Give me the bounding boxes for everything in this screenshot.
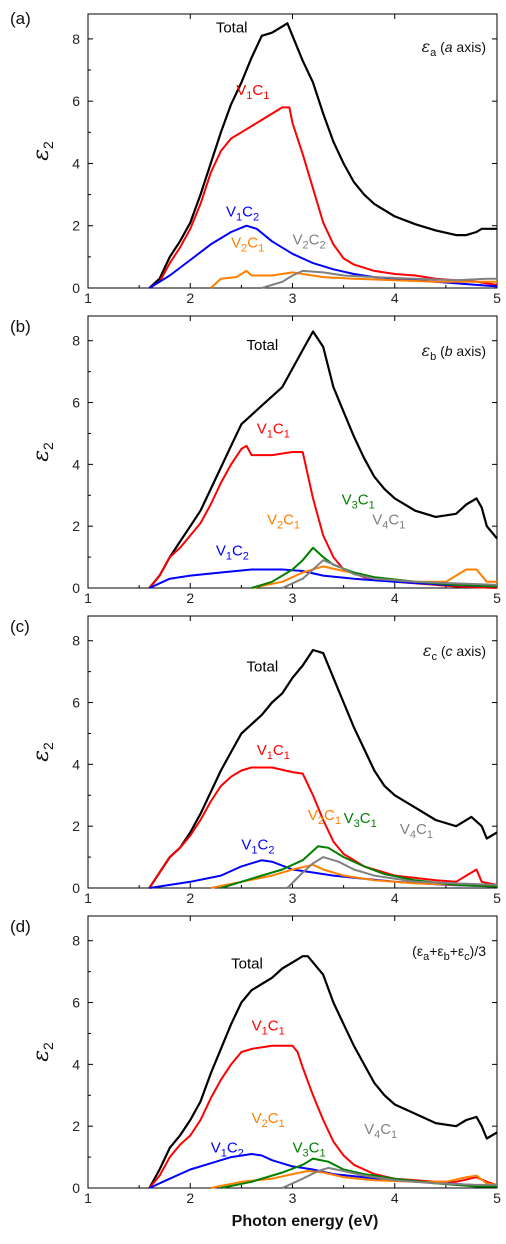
series-v3c1-line [251, 546, 498, 589]
series-total-line [148, 22, 497, 289]
series-v1c1-line [148, 766, 498, 889]
series-total-line [148, 648, 498, 889]
y-tick-label: 4 [72, 456, 80, 472]
y-tick-label: 6 [72, 93, 80, 109]
series-annotation: V3C1 [293, 1139, 326, 1159]
series-annotation: V1C2 [216, 543, 249, 563]
series-annotation: Total [246, 659, 278, 676]
x-tick-label: 3 [289, 590, 297, 606]
y-tick-label: 2 [72, 218, 80, 234]
series-v4c1-line [281, 559, 498, 589]
x-tick-label: 1 [84, 290, 92, 306]
y-tick-label: 4 [72, 155, 80, 171]
series-v1c2-line [148, 568, 498, 589]
y-axis-label: ε2 [29, 141, 56, 161]
y-tick-label: 8 [72, 633, 80, 649]
y-tick-label: 8 [72, 333, 80, 349]
series-annotation: Total [246, 337, 278, 354]
series-v4c1-line [286, 856, 498, 889]
panel-label: (a) [10, 9, 31, 28]
x-axis-label: Photon energy (eV) [232, 1213, 379, 1230]
x-tick-label: 4 [391, 590, 399, 606]
x-tick-label: 2 [186, 1190, 194, 1206]
panel-label: (d) [10, 917, 31, 936]
x-tick-label: 3 [289, 1190, 297, 1206]
panel-title: εa (a axis) [421, 37, 486, 59]
series-annotation: V4C1 [364, 1121, 397, 1141]
x-tick-label: 5 [493, 590, 501, 606]
y-axis-label: ε2 [29, 1042, 56, 1062]
panel-title: εc (c axis) [423, 641, 486, 663]
series-annotation: Total [231, 956, 263, 973]
series-annotation: V3C1 [342, 492, 375, 512]
x-tick-label: 1 [84, 890, 92, 906]
y-tick-label: 0 [72, 280, 80, 296]
panel-title: (εa+εb+εc)/3 [412, 943, 486, 963]
series-annotation: V1C1 [257, 742, 290, 762]
y-axis-label: ε2 [29, 742, 56, 762]
x-tick-label: 5 [493, 890, 501, 906]
series-v2c1-line [210, 1170, 498, 1189]
y-tick-label: 6 [72, 995, 80, 1011]
panel-title: εb (b axis) [421, 341, 486, 363]
series-v2c1-line [210, 863, 498, 889]
y-tick-label: 8 [72, 933, 80, 949]
y-tick-label: 6 [72, 395, 80, 411]
series-annotation: V3C1 [344, 810, 377, 830]
x-tick-label: 3 [289, 890, 297, 906]
x-tick-label: 2 [186, 290, 194, 306]
series-v2c2-line [261, 269, 497, 289]
series-annotation: V1C2 [211, 1139, 244, 1159]
series-annotation: V1C1 [257, 420, 290, 440]
panel-a: 1 2 3 4 5 0 2 4 6 8 (a) ε2 εa (a axis) Total V1C1 V1C2 V… [10, 9, 501, 306]
series-v4c1-line [281, 1166, 497, 1189]
series-annotation: V2C2 [293, 231, 326, 251]
series-annotation: Total [216, 20, 248, 37]
panel-label: (c) [10, 617, 30, 636]
y-tick-label: 0 [72, 880, 80, 896]
y-tick-label: 2 [72, 818, 80, 834]
x-tick-label: 2 [186, 890, 194, 906]
series-v1c1-line [148, 1044, 498, 1189]
y-tick-label: 6 [72, 695, 80, 711]
series-total-line [148, 330, 498, 589]
series-annotation: V4C1 [400, 821, 433, 841]
x-tick-label: 4 [391, 290, 399, 306]
y-tick-label: 0 [72, 1180, 80, 1196]
series-annotation: V2C1 [267, 512, 300, 532]
series-annotation: V1C1 [236, 82, 269, 102]
x-tick-label: 4 [391, 890, 399, 906]
y-tick-label: 2 [72, 518, 80, 534]
series-annotation: V2C1 [231, 235, 264, 255]
series-v1c1-line [148, 106, 498, 289]
y-axis-label: ε2 [29, 442, 56, 462]
series-annotation: V4C1 [372, 512, 405, 532]
y-tick-label: 2 [72, 1118, 80, 1134]
x-tick-label: 3 [289, 290, 297, 306]
x-tick-label: 4 [391, 1190, 399, 1206]
y-tick-label: 0 [72, 580, 80, 596]
series-total-line [148, 955, 498, 1189]
x-tick-label: 5 [493, 1190, 501, 1206]
y-tick-label: 8 [72, 31, 80, 47]
x-tick-label: 5 [493, 290, 501, 306]
series-annotation: V1C2 [241, 836, 274, 856]
y-tick-label: 4 [72, 1056, 80, 1072]
series-annotation: V1C1 [252, 1017, 285, 1037]
y-tick-label: 4 [72, 756, 80, 772]
series-annotation: V2C1 [308, 807, 341, 827]
x-tick-label: 2 [186, 590, 194, 606]
x-tick-label: 1 [84, 590, 92, 606]
panel-d: 1 2 3 4 5 0 2 4 6 8 (d) ε2 (εa+εb+εc)/3 Total V1C1 V2C1… [10, 915, 501, 1206]
series-annotation: V2C1 [252, 1110, 285, 1130]
x-tick-label: 1 [84, 1190, 92, 1206]
series-annotation: V1C2 [226, 203, 259, 223]
panel-label: (b) [10, 317, 31, 336]
